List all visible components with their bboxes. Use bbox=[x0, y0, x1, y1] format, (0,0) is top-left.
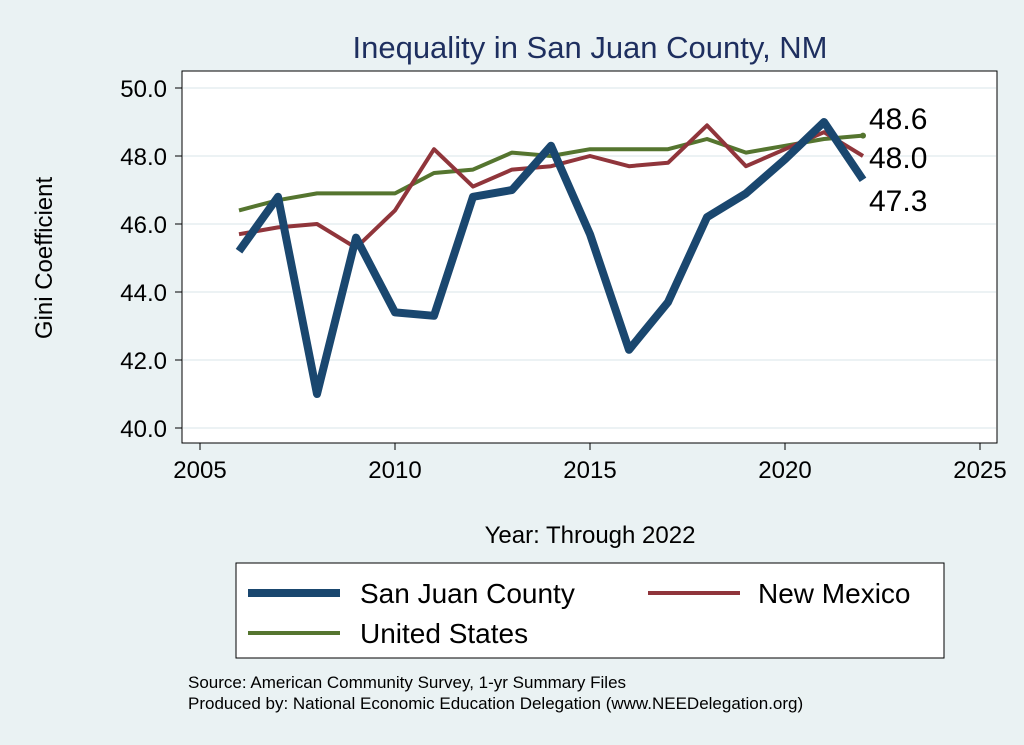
y-tick-label: 42.0 bbox=[120, 348, 167, 375]
x-tick-label: 2005 bbox=[173, 457, 226, 484]
y-tick-label: 46.0 bbox=[120, 212, 167, 239]
y-tick-label: 44.0 bbox=[120, 280, 167, 307]
y-tick-label: 40.0 bbox=[120, 416, 167, 443]
source-line: Source: American Community Survey, 1-yr … bbox=[188, 673, 626, 692]
data-series bbox=[235, 118, 867, 398]
legend-label: United States bbox=[360, 618, 528, 649]
x-tick-label: 2025 bbox=[953, 457, 1006, 484]
end-labels: 47.3 48.0 48.6 bbox=[869, 103, 927, 218]
producer-line: Produced by: National Economic Education… bbox=[188, 694, 803, 713]
end-label-united-states: 48.6 bbox=[869, 103, 927, 136]
series-line-united-states bbox=[238, 133, 864, 213]
axes: 40.0 42.0 44.0 46.0 48.0 50.0 2005 2010 2015 2020… bbox=[120, 76, 1006, 484]
end-label-new-mexico: 48.0 bbox=[869, 142, 927, 175]
end-label-san-juan-county: 47.3 bbox=[869, 185, 927, 218]
series-line-new-mexico bbox=[238, 123, 865, 250]
series-line-san-juan-county bbox=[235, 118, 867, 398]
x-tick-label: 2020 bbox=[758, 457, 811, 484]
y-tick-label: 48.0 bbox=[120, 144, 167, 171]
legend: San Juan County New Mexico United States bbox=[235, 562, 945, 659]
legend-label: San Juan County bbox=[360, 578, 575, 609]
y-axis-label: Gini Coefficient bbox=[31, 177, 58, 340]
legend-label: New Mexico bbox=[758, 578, 910, 609]
x-tick-label: 2010 bbox=[368, 457, 421, 484]
legend-box bbox=[235, 562, 945, 659]
x-tick-label: 2015 bbox=[563, 457, 616, 484]
y-tick-label: 50.0 bbox=[120, 76, 167, 103]
chart-title: Inequality in San Juan County, NM bbox=[352, 30, 827, 65]
us-end-marker bbox=[860, 132, 866, 139]
x-axis-label: Year: Through 2022 bbox=[485, 522, 696, 549]
